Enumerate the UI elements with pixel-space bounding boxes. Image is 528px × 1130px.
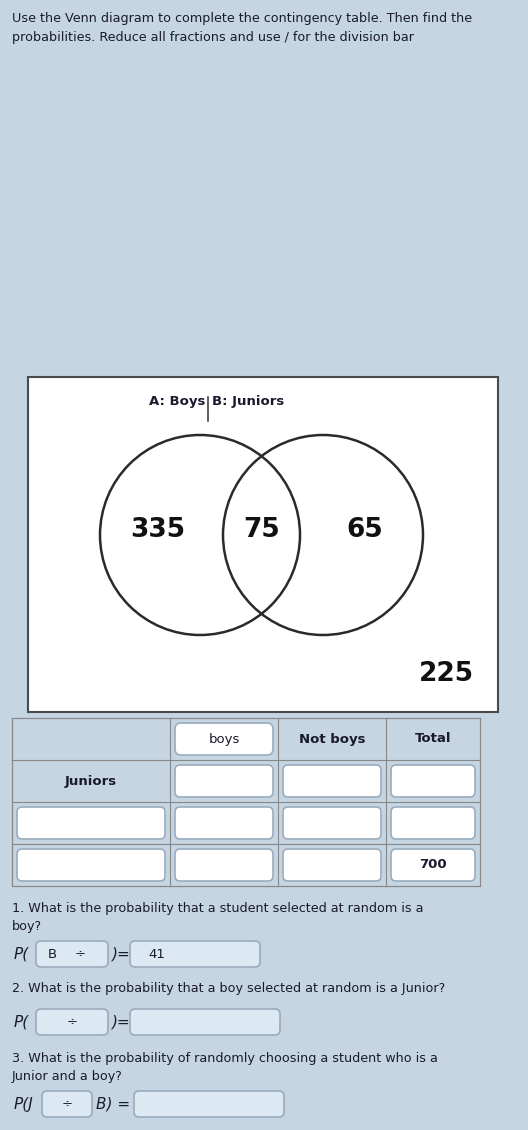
Text: Juniors: Juniors [65,774,117,788]
Text: P(: P( [14,947,29,962]
FancyBboxPatch shape [28,377,498,712]
Text: ÷: ÷ [61,1097,72,1111]
Text: boys: boys [209,732,240,746]
FancyBboxPatch shape [42,1090,92,1116]
Text: 1. What is the probability that a student selected at random is a
boy?: 1. What is the probability that a studen… [12,902,423,933]
FancyBboxPatch shape [391,765,475,797]
FancyBboxPatch shape [17,849,165,881]
Text: P(J: P(J [14,1096,34,1112]
FancyBboxPatch shape [283,849,381,881]
FancyBboxPatch shape [175,765,273,797]
Text: 700: 700 [419,859,447,871]
Text: B: Juniors: B: Juniors [212,396,284,408]
Text: P(: P( [14,1015,29,1029]
Text: ÷: ÷ [74,947,86,960]
FancyBboxPatch shape [36,1009,108,1035]
FancyBboxPatch shape [175,807,273,838]
FancyBboxPatch shape [391,849,475,881]
Text: 65: 65 [346,518,383,544]
Text: 2. What is the probability that a boy selected at random is a Junior?: 2. What is the probability that a boy se… [12,982,445,996]
Text: 335: 335 [130,518,185,544]
FancyBboxPatch shape [391,807,475,838]
Text: 3. What is the probability of randomly choosing a student who is a
Junior and a : 3. What is the probability of randomly c… [12,1052,438,1083]
Text: Total: Total [415,732,451,746]
FancyBboxPatch shape [130,1009,280,1035]
FancyBboxPatch shape [283,807,381,838]
Text: 225: 225 [418,661,474,687]
FancyBboxPatch shape [17,807,165,838]
Text: B: B [48,947,56,960]
FancyBboxPatch shape [36,941,108,967]
FancyBboxPatch shape [175,723,273,755]
Text: )=: )= [112,947,131,962]
FancyBboxPatch shape [175,849,273,881]
Text: ÷: ÷ [67,1016,78,1028]
Text: A: Boys: A: Boys [148,396,205,408]
Text: 41: 41 [148,947,165,960]
FancyBboxPatch shape [283,765,381,797]
FancyBboxPatch shape [134,1090,284,1116]
Text: )=: )= [112,1015,131,1029]
Text: Use the Venn diagram to complete the contingency table. Then find the
probabilit: Use the Venn diagram to complete the con… [12,12,472,43]
Text: B) =: B) = [96,1096,130,1112]
Text: Not boys: Not boys [299,732,365,746]
FancyBboxPatch shape [130,941,260,967]
Text: 75: 75 [243,518,280,544]
FancyBboxPatch shape [12,718,480,886]
